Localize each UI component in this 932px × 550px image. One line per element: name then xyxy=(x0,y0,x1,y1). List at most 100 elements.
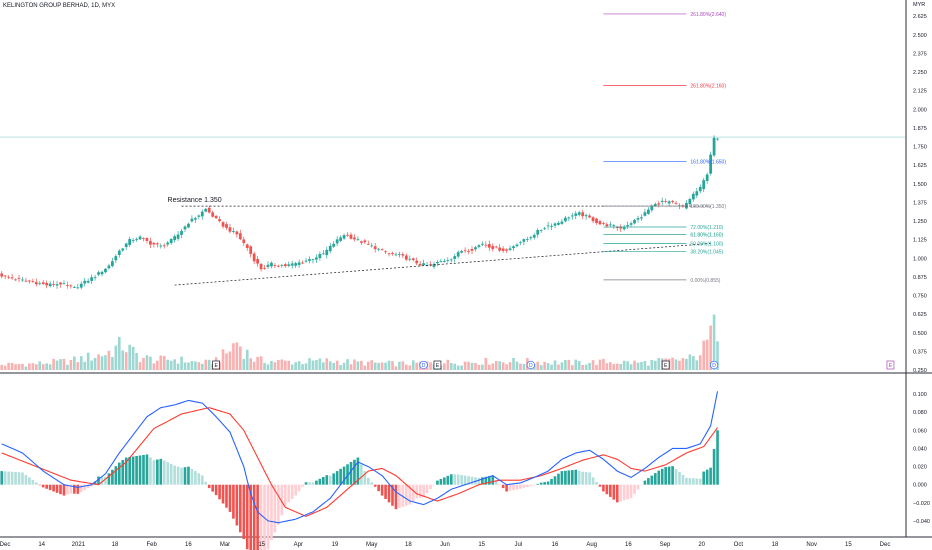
candle-body xyxy=(636,218,640,220)
volume-bar xyxy=(245,349,249,370)
price-tick-label: 0.875 xyxy=(913,275,927,281)
macd-histogram-bar xyxy=(149,457,152,485)
candle-body xyxy=(377,248,381,250)
macd-histogram-bar xyxy=(498,484,501,486)
volume-bar xyxy=(256,356,259,370)
volume-bar xyxy=(93,357,97,370)
macd-tick-label: 0.100 xyxy=(913,392,927,398)
candle-body xyxy=(484,244,488,246)
macd-histogram-bar xyxy=(256,484,259,550)
macd-histogram-bar xyxy=(207,484,211,489)
volume-bar xyxy=(671,357,674,370)
volume-bar xyxy=(705,339,709,370)
candle-body xyxy=(339,237,342,241)
price-tick-label: 1.625 xyxy=(913,163,927,169)
time-tick-label: Mar xyxy=(220,542,230,548)
candle-body xyxy=(173,236,177,241)
price-tick-label: 2.375 xyxy=(913,51,927,57)
candle-body xyxy=(107,265,111,269)
time-tick-label: Feb xyxy=(146,542,157,548)
macd-histogram-bar xyxy=(100,476,104,485)
candle-body xyxy=(145,238,149,241)
macd-histogram-bar xyxy=(169,463,173,485)
volume-bar xyxy=(615,363,619,370)
volume-bar xyxy=(463,361,467,370)
volume-bar xyxy=(501,362,505,370)
macd-histogram-bar xyxy=(598,484,602,487)
macd-histogram-bar xyxy=(467,476,470,485)
macd-histogram-bar xyxy=(615,484,619,503)
volume-bar xyxy=(446,359,450,370)
candle-body xyxy=(508,248,512,250)
macd-histogram-bar xyxy=(283,484,287,506)
candle-body xyxy=(422,263,425,266)
candle-body xyxy=(142,238,145,239)
macd-histogram-bar xyxy=(622,484,626,501)
macd-histogram-bar xyxy=(546,481,550,485)
macd-histogram-bar xyxy=(650,475,654,485)
volume-bar xyxy=(584,364,588,370)
volume-bar xyxy=(349,364,353,370)
macd-histogram-bar xyxy=(93,481,97,485)
dividend-marker-label: D xyxy=(422,363,426,369)
volume-bar xyxy=(522,363,526,370)
candle-body xyxy=(349,234,353,239)
volume-bar xyxy=(539,365,543,370)
volume-bar xyxy=(394,366,398,370)
macd-histogram-bar xyxy=(200,475,204,485)
candle-body xyxy=(24,280,28,282)
candle-body xyxy=(550,225,553,227)
candle-body xyxy=(128,239,132,245)
macd-histogram-bar xyxy=(366,477,370,485)
candle-body xyxy=(560,221,564,224)
volume-bar xyxy=(453,363,457,370)
volume-bar xyxy=(643,361,647,370)
volume-bar xyxy=(328,361,332,370)
volume-bar xyxy=(339,365,342,370)
candle-body xyxy=(149,241,152,245)
volume-bar xyxy=(24,366,28,370)
volume-bar xyxy=(31,363,35,370)
candle-body xyxy=(453,256,457,259)
macd-histogram-bar xyxy=(28,477,31,485)
volume-bar xyxy=(266,364,270,370)
volume-bar xyxy=(194,361,197,370)
candle-body xyxy=(487,244,491,248)
volume-bar xyxy=(685,358,688,370)
candle-body xyxy=(315,257,318,260)
macd-histogram-bar xyxy=(411,484,415,502)
macd-histogram-bar xyxy=(159,458,163,485)
candle-body xyxy=(370,245,374,247)
macd-histogram-bar xyxy=(626,484,629,500)
macd-histogram-bar xyxy=(560,471,564,485)
earnings-marker-label: E xyxy=(664,363,668,369)
volume-bar xyxy=(311,360,315,370)
macd-tick-label: 0.020 xyxy=(913,465,927,471)
candle-body xyxy=(650,205,654,211)
volume-bar xyxy=(204,359,208,370)
candle-body xyxy=(709,154,713,174)
candle-body xyxy=(577,212,581,215)
volume-bar xyxy=(79,356,83,370)
candle-body xyxy=(249,246,253,254)
volume-bar xyxy=(564,359,567,370)
candle-body xyxy=(211,212,215,217)
time-tick-label: 14 xyxy=(38,542,45,548)
candle-body xyxy=(667,201,671,204)
macd-histogram-bar xyxy=(249,484,253,550)
volume-bar xyxy=(200,363,204,370)
volume-bar xyxy=(449,362,453,370)
candle-body xyxy=(529,237,533,239)
macd-histogram-bar xyxy=(225,484,228,508)
volume-bar xyxy=(398,361,401,370)
volume-bar xyxy=(117,336,121,370)
price-tick-label: 0.750 xyxy=(913,294,927,300)
volume-bar xyxy=(273,362,277,370)
macd-histogram-bar xyxy=(3,471,7,485)
volume-bar xyxy=(301,364,304,370)
volume-bar xyxy=(66,364,69,370)
macd-histogram-bar xyxy=(391,484,394,506)
volume-bar xyxy=(678,360,681,370)
macd-histogram-bar xyxy=(294,484,297,496)
